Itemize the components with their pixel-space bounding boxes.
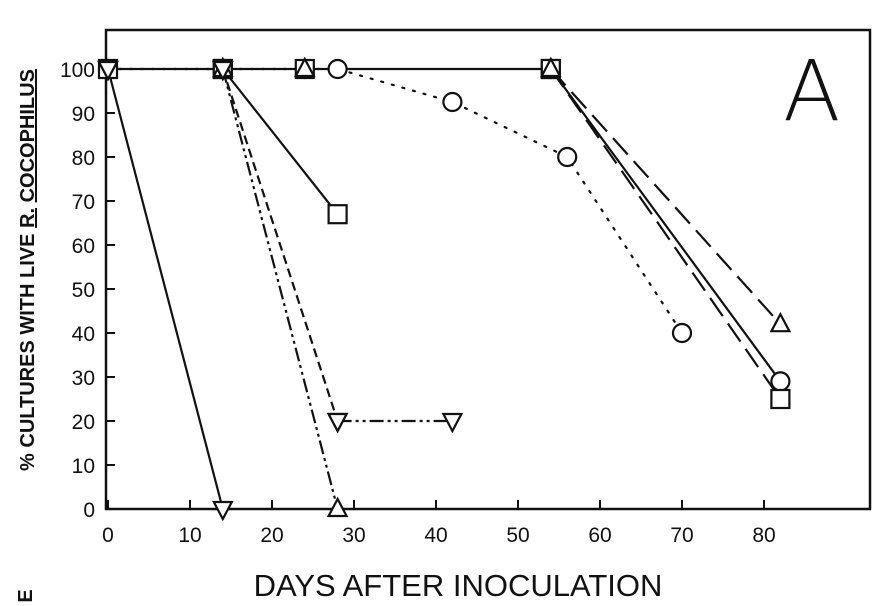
series-line-square-solid xyxy=(221,68,339,215)
marker-triangle-down xyxy=(326,412,349,434)
x-tick-label: 40 xyxy=(424,524,447,547)
series-line-square-long-dash xyxy=(549,68,782,400)
marker-triangle-down xyxy=(211,60,234,82)
series-line-triangle-down-solid xyxy=(106,68,224,510)
x-tick-label: 80 xyxy=(752,524,775,547)
y-axis: 0 10 20 30 40 50 60 70 80 90 100 xyxy=(60,59,115,522)
marker-circle xyxy=(442,91,463,113)
marker-triangle-up xyxy=(293,56,316,78)
x-tick-label: 10 xyxy=(178,524,201,547)
x-tick-label: 30 xyxy=(342,524,365,547)
y-axis-title-species: COCOPHILUS xyxy=(17,69,39,202)
x-tick-label: 20 xyxy=(260,524,283,547)
y-tick-label: 20 xyxy=(72,411,95,434)
y-tick-label: 30 xyxy=(72,367,95,390)
y-tick-label: 10 xyxy=(72,455,95,478)
marker-triangle-down xyxy=(441,412,464,434)
marker-triangle-up xyxy=(326,496,349,518)
panel-label: A xyxy=(783,42,840,140)
x-axis: 0 10 20 30 40 50 60 70 80 xyxy=(102,500,776,547)
y-tick-label: 80 xyxy=(72,147,95,170)
y-axis-title: % CULTURES WITH LIVE R. COCOPHILUS xyxy=(17,69,39,471)
series-line-triangle-down-short-dash xyxy=(221,68,339,422)
x-axis-title: DAYS AFTER INOCULATION xyxy=(254,568,663,603)
y-axis-title-prefix: % CULTURES WITH LIVE xyxy=(17,228,39,471)
marker-circle xyxy=(327,58,348,80)
x-tick-label: 60 xyxy=(588,524,611,547)
y-tick-label: 60 xyxy=(72,235,95,258)
marker-circle xyxy=(671,322,693,344)
marker-triangle-down xyxy=(97,60,119,82)
plot-frame xyxy=(104,28,872,511)
marker-triangle-up xyxy=(539,56,562,78)
y-axis-title-genus: R. xyxy=(17,208,39,228)
series-line-triangle-up-long-dash xyxy=(549,68,782,325)
series-line-circle-solid xyxy=(549,68,782,383)
series-markers xyxy=(97,56,792,522)
y-tick-label: 50 xyxy=(72,279,95,302)
marker-triangle-up xyxy=(769,311,792,333)
series-line-triangle-up-dash-dot-dot xyxy=(221,68,339,510)
x-tick-label: 0 xyxy=(102,524,114,547)
marker-square xyxy=(770,388,791,410)
x-tick-label: 70 xyxy=(670,524,693,547)
marker-square xyxy=(327,204,348,225)
series-lines xyxy=(106,67,782,510)
y-tick-label: 90 xyxy=(72,103,95,126)
marker-circle xyxy=(770,371,791,392)
series-line-circle-dotted xyxy=(106,67,684,335)
y-tick-label: 40 xyxy=(72,323,95,346)
y-tick-label: 100 xyxy=(60,59,95,82)
corner-mark: E xyxy=(15,589,37,602)
marker-circle xyxy=(557,146,578,168)
marker-triangle-down xyxy=(211,500,234,522)
y-tick-label: 70 xyxy=(72,191,95,214)
y-tick-label: 0 xyxy=(83,499,95,522)
x-tick-label: 50 xyxy=(506,524,529,547)
